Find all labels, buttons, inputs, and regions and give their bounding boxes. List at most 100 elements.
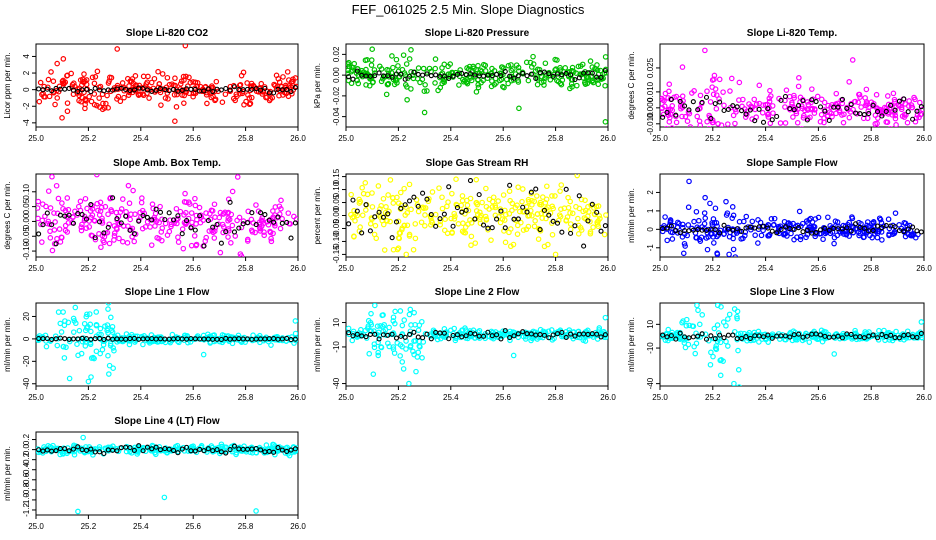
x-tick-label: 26.0	[600, 134, 616, 143]
series-point	[459, 327, 465, 334]
series-point	[152, 223, 158, 229]
reference-point	[489, 225, 495, 231]
outlier-point	[372, 303, 378, 309]
data-points	[36, 434, 298, 515]
series-point	[505, 62, 512, 69]
series-point	[52, 333, 59, 339]
reference-point	[747, 335, 753, 342]
series-point	[55, 309, 62, 315]
y-tick-label: 0.10	[332, 181, 341, 197]
x-tick-label: 26.0	[290, 134, 306, 143]
series-point	[399, 359, 406, 365]
series-point	[369, 204, 376, 210]
reference-point	[765, 332, 771, 338]
series-point	[701, 210, 708, 216]
x-tick-label: 25.2	[705, 134, 721, 143]
series-point	[704, 88, 710, 95]
series-point	[56, 226, 63, 232]
reference-point	[459, 334, 465, 340]
y-tick-label: -0.2	[22, 452, 31, 466]
series-point	[702, 215, 709, 221]
series-point	[285, 451, 291, 457]
series-point	[46, 93, 53, 100]
y-tick-label: -20	[22, 355, 31, 367]
series-point	[138, 199, 145, 206]
series-point	[96, 444, 103, 450]
chart-title: Slope Line 2 Flow	[435, 287, 520, 298]
outlier-point	[731, 380, 737, 386]
series-point	[582, 207, 589, 214]
reference-point	[520, 329, 526, 335]
reference-point	[424, 196, 430, 202]
x-tick-label: 25.8	[548, 264, 564, 273]
series-point	[558, 182, 565, 188]
series-point	[825, 102, 831, 109]
series-point	[732, 254, 739, 257]
series-point	[158, 102, 164, 108]
reference-point	[454, 205, 460, 211]
series-point	[689, 323, 696, 329]
series-point	[867, 232, 873, 239]
reference-point	[450, 73, 456, 79]
series-point	[817, 118, 824, 125]
series-point	[64, 100, 71, 106]
series-point	[594, 62, 600, 68]
series-point	[107, 340, 114, 347]
series-point	[513, 62, 520, 68]
y-axis-label: Licor ppm per min.	[3, 52, 12, 118]
series-point	[51, 227, 58, 233]
reference-point	[498, 208, 504, 214]
series-point	[102, 203, 109, 210]
series-point	[213, 78, 220, 85]
series-point	[679, 234, 686, 240]
series-point	[781, 231, 787, 238]
series-point	[253, 202, 259, 208]
reference-point	[415, 334, 421, 340]
series-point	[725, 316, 731, 322]
series-point	[367, 220, 374, 227]
series-point	[369, 190, 375, 196]
series-point	[557, 213, 564, 220]
reference-point	[75, 88, 81, 95]
reference-point	[153, 87, 159, 93]
series-point	[558, 206, 564, 212]
series-point	[346, 67, 351, 74]
series-point	[799, 220, 806, 227]
reference-point	[162, 87, 168, 93]
series-point	[280, 74, 286, 80]
reference-point	[140, 448, 146, 454]
series-point	[422, 205, 429, 211]
series-point	[864, 219, 871, 225]
series-point	[352, 217, 358, 224]
series-point	[736, 97, 742, 103]
series-point	[82, 339, 89, 345]
series-point	[117, 98, 124, 105]
reference-point	[695, 333, 701, 339]
series-point	[473, 176, 480, 183]
series-point	[47, 205, 54, 211]
reference-point	[550, 218, 556, 224]
series-point	[453, 201, 460, 208]
series-point	[580, 208, 586, 215]
reference-point	[411, 329, 417, 335]
series-point	[872, 228, 879, 234]
series-point	[60, 451, 66, 457]
series-point	[377, 206, 383, 212]
reference-point	[664, 225, 670, 231]
outlier-point	[292, 318, 298, 324]
reference-point	[144, 214, 150, 220]
series-point	[391, 350, 398, 356]
reference-point	[36, 447, 42, 453]
series-point	[401, 317, 408, 323]
series-point	[726, 251, 732, 257]
series-point	[363, 82, 369, 88]
reference-point	[376, 209, 382, 215]
series-point	[419, 354, 425, 361]
series-point	[121, 94, 127, 101]
series-point	[534, 211, 541, 217]
series-point	[713, 105, 720, 112]
reference-point	[144, 444, 150, 450]
series-point	[126, 83, 132, 89]
series-point	[412, 235, 419, 242]
series-point	[587, 229, 594, 235]
